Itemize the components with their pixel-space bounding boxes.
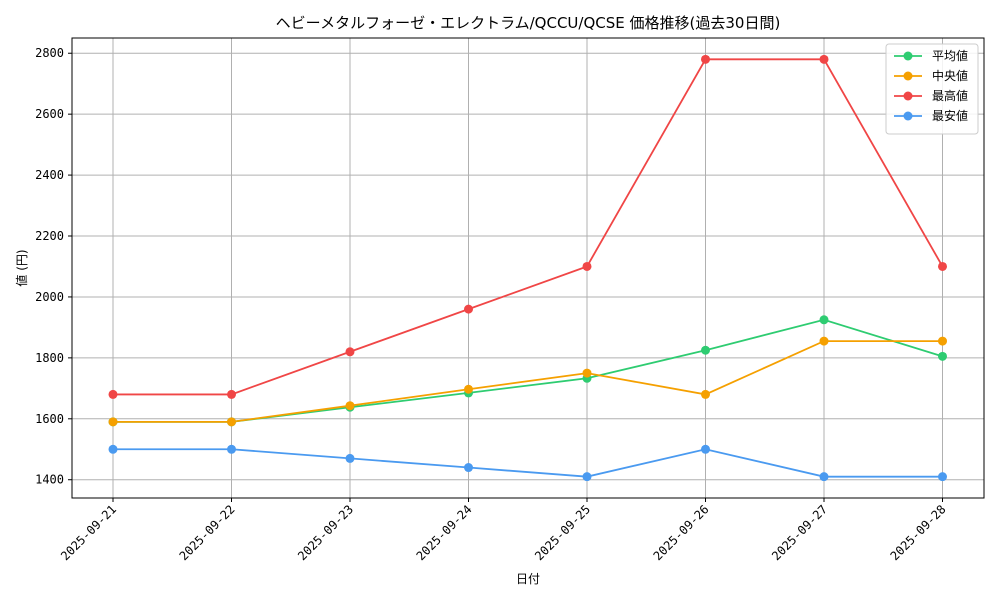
- data-point: [227, 444, 236, 454]
- y-tick-label: 2400: [35, 168, 64, 182]
- legend-label: 最安値: [932, 108, 968, 123]
- series-line: [113, 58, 944, 396]
- data-point: [582, 368, 592, 378]
- data-point: [227, 389, 236, 399]
- y-tick-label: 2800: [35, 46, 64, 60]
- legend-label: 平均値: [932, 48, 968, 63]
- data-point: [938, 351, 947, 361]
- y-tick-label: 1800: [35, 351, 64, 365]
- data-point: [938, 261, 947, 271]
- data-point: [108, 444, 118, 454]
- series-2: [108, 54, 947, 399]
- y-tick-label: 2200: [35, 229, 64, 243]
- legend-marker: [903, 51, 913, 61]
- series-layer: [108, 54, 947, 482]
- data-point: [345, 347, 355, 357]
- data-point: [582, 472, 592, 482]
- chart-title: ヘビーメタルフォーゼ・エレクトラム/QCCU/QCSE 価格推移(過去30日間): [276, 14, 781, 32]
- series-3: [108, 444, 947, 482]
- legend-entry: 最高値: [894, 88, 968, 103]
- y-tick-label: 1400: [35, 473, 64, 487]
- y-tick-label: 2600: [35, 107, 64, 121]
- legend-box: [885, 43, 979, 135]
- legend-entry: 平均値: [894, 48, 968, 63]
- data-point: [819, 54, 829, 64]
- series-line: [113, 448, 943, 478]
- legend-marker: [903, 71, 913, 81]
- data-point: [345, 401, 355, 411]
- data-point: [108, 389, 118, 399]
- data-point: [464, 304, 473, 314]
- data-point: [819, 472, 829, 482]
- plot-area-frame: [71, 37, 985, 499]
- y-axis-label: 値 (円): [14, 249, 29, 286]
- legend-entry: 中央値: [894, 68, 968, 83]
- data-point: [227, 417, 236, 427]
- data-point: [464, 384, 473, 394]
- data-point: [819, 336, 829, 346]
- data-point: [701, 389, 710, 399]
- data-point: [345, 453, 355, 463]
- data-point: [582, 261, 592, 271]
- data-point: [108, 417, 118, 427]
- data-point: [701, 345, 710, 355]
- legend-marker: [903, 91, 913, 101]
- series-line: [113, 340, 943, 423]
- data-point: [938, 336, 947, 346]
- data-point: [701, 54, 710, 64]
- data-point: [464, 463, 473, 473]
- series-1: [108, 336, 947, 427]
- y-tick-label: 2000: [35, 290, 64, 304]
- legend-label: 中央値: [932, 68, 968, 83]
- legend-entry: 最安値: [894, 108, 968, 123]
- x-axis-label: 日付: [516, 572, 540, 586]
- legend-label: 最高値: [932, 88, 968, 103]
- data-point: [938, 472, 947, 482]
- data-point: [819, 315, 829, 325]
- data-point: [701, 444, 710, 454]
- legend-marker: [903, 111, 913, 121]
- y-tick-label: 1600: [35, 412, 64, 426]
